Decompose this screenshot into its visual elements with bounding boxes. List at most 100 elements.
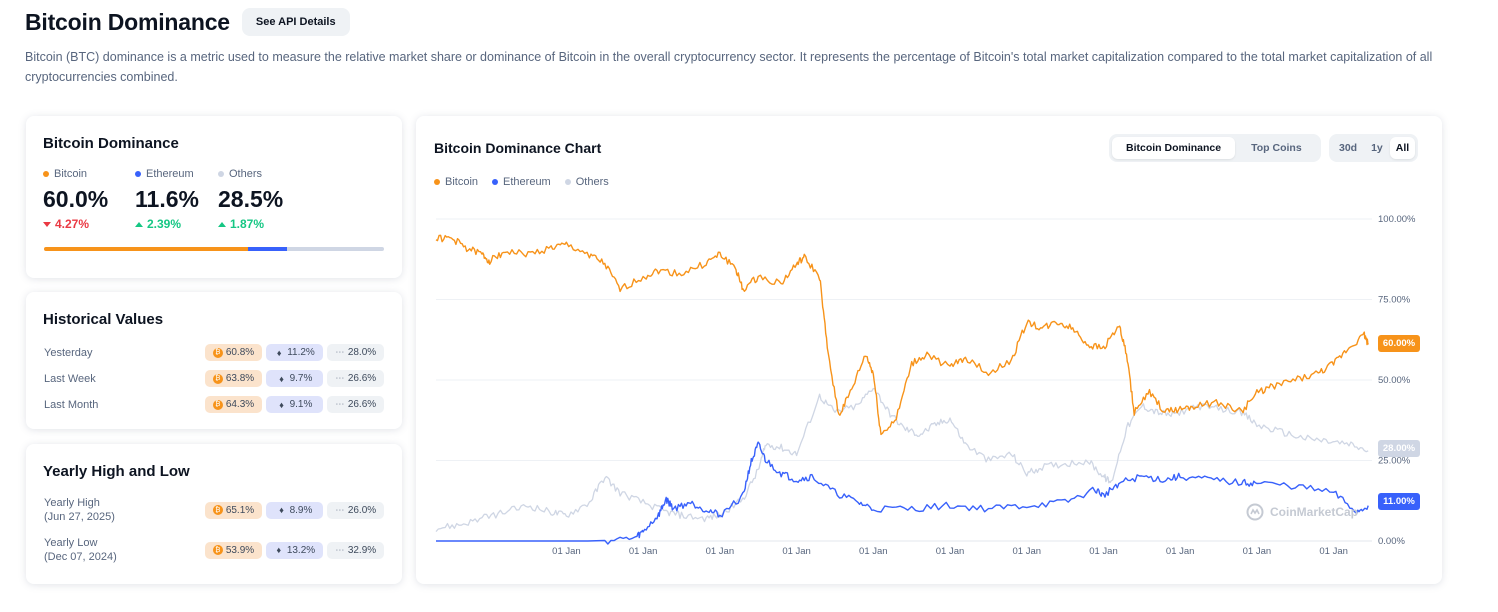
- yearly-high-low-card: Yearly High and Low Yearly High (Jun 27,…: [26, 444, 402, 584]
- share-segment-others: [287, 247, 384, 251]
- legend-bitcoin[interactable]: Bitcoin: [434, 176, 478, 188]
- summary-name: Others: [229, 168, 263, 180]
- range-all[interactable]: All: [1389, 137, 1416, 159]
- btc-value: 53.9%: [225, 544, 255, 556]
- dominance-summary-card: Bitcoin Dominance Bitcoin 60.0% 4.27% Et…: [26, 116, 402, 278]
- chart-title: Bitcoin Dominance Chart: [434, 140, 602, 156]
- see-api-details-button[interactable]: See API Details: [241, 8, 350, 36]
- others-pill: ⋯ 26.6%: [327, 396, 384, 413]
- row-date: (Jun 27, 2025): [44, 511, 115, 523]
- summary-value: 11.6%: [135, 186, 199, 212]
- row-label: Yearly High: [44, 497, 100, 509]
- others-dot-icon: [564, 179, 571, 185]
- row-date: (Dec 07, 2024): [44, 551, 117, 563]
- yearly-row: Yearly High (Jun 27, 2025) ₿ 65.1% ♦ 8.9% …: [44, 496, 384, 524]
- chart-legend: Bitcoin Ethereum Others: [434, 176, 609, 188]
- summary-title: Bitcoin Dominance: [43, 135, 179, 152]
- eth-pill: ♦ 9.7%: [266, 370, 323, 387]
- current-value-tag-ethereum: 11.00%: [1378, 492, 1420, 510]
- watermark-text: CoinMarketCap: [1270, 505, 1359, 519]
- eth-pill: ♦ 9.1%: [266, 396, 323, 413]
- others-value: 26.6%: [347, 399, 377, 410]
- eth-value: 8.9%: [289, 504, 313, 516]
- others-pill: ⋯ 28.0%: [327, 344, 384, 361]
- row-label: Yesterday: [44, 346, 93, 359]
- eth-value: 13.2%: [286, 544, 316, 556]
- legend-label: Ethereum: [503, 176, 551, 188]
- more-icon: ⋯: [335, 399, 345, 409]
- historical-row: Last Month ₿ 64.3% ♦ 9.1% ⋯ 26.6%: [44, 396, 384, 413]
- more-icon: ⋯: [335, 504, 345, 515]
- page-description: Bitcoin (BTC) dominance is a metric used…: [25, 50, 1433, 84]
- tab-top-coins[interactable]: Top Coins: [1235, 137, 1318, 159]
- current-value-tag-bitcoin: 60.00%: [1378, 334, 1420, 352]
- eth-pill: ♦ 11.2%: [266, 344, 323, 361]
- bitcoin-icon: ₿: [212, 505, 223, 515]
- ethereum-icon: ♦: [276, 347, 282, 358]
- legend-label: Bitcoin: [445, 176, 479, 188]
- eth-value: 9.1%: [289, 399, 313, 410]
- btc-pill: ₿ 63.8%: [205, 370, 262, 387]
- share-segment-bitcoin: [44, 247, 248, 251]
- summary-change: 2.39%: [147, 217, 182, 231]
- others-pill: ⋯ 26.6%: [327, 370, 384, 387]
- bitcoin-dot-icon: [43, 171, 49, 177]
- historical-values-card: Historical Values Yesterday ₿ 60.8% ♦ 11.2…: [26, 292, 402, 429]
- yearly-title: Yearly High and Low: [43, 463, 190, 480]
- others-value: 26.6%: [347, 373, 377, 384]
- eth-value: 9.7%: [289, 373, 313, 384]
- more-icon: ⋯: [335, 544, 345, 555]
- bitcoin-icon: ₿: [212, 347, 223, 358]
- row-label: Last Month: [44, 398, 99, 411]
- coinmarketcap-logo-icon: [1246, 503, 1264, 521]
- more-icon: ⋯: [335, 373, 345, 383]
- chart-range-tabs: 30d 1y All: [1329, 134, 1419, 162]
- range-30d[interactable]: 30d: [1332, 137, 1364, 159]
- others-value: 32.9%: [347, 544, 377, 556]
- btc-pill: ₿ 65.1%: [205, 501, 262, 519]
- btc-value: 64.3%: [225, 399, 255, 410]
- btc-pill: ₿ 64.3%: [205, 396, 262, 413]
- summary-item-ethereum: Ethereum 11.6% 2.39%: [135, 168, 218, 231]
- more-icon: ⋯: [335, 347, 345, 357]
- ethereum-icon: ♦: [279, 399, 284, 410]
- legend-others[interactable]: Others: [564, 176, 609, 188]
- summary-name: Bitcoin: [54, 168, 88, 180]
- summary-change: 4.27%: [55, 217, 90, 231]
- eth-pill: ♦ 8.9%: [266, 501, 323, 519]
- bitcoin-icon: ₿: [212, 399, 223, 410]
- summary-item-others: Others 28.5% 1.87%: [218, 168, 308, 231]
- summary-item-bitcoin: Bitcoin 60.0% 4.27%: [43, 168, 135, 231]
- bitcoin-icon: ₿: [212, 373, 223, 384]
- summary-name: Ethereum: [146, 168, 194, 180]
- ethereum-dot-icon: [135, 171, 141, 177]
- coinmarketcap-watermark: CoinMarketCap: [1246, 503, 1358, 521]
- bitcoin-icon: ₿: [212, 545, 223, 555]
- historical-title: Historical Values: [43, 311, 164, 328]
- dominance-share-bar: [44, 247, 384, 251]
- btc-value: 60.8%: [225, 347, 255, 358]
- bitcoin-dot-icon: [434, 179, 440, 185]
- range-1y[interactable]: 1y: [1364, 137, 1390, 159]
- historical-row: Yesterday ₿ 60.8% ♦ 11.2% ⋯ 28.0%: [44, 344, 384, 361]
- page-header: Bitcoin Dominance See API Details: [25, 8, 350, 36]
- caret-up-icon: [135, 221, 143, 227]
- historical-row: Last Week ₿ 63.8% ♦ 9.7% ⋯ 26.6%: [44, 370, 384, 387]
- current-value-tag-others: 28.00%: [1378, 439, 1420, 457]
- share-segment-ethereum: [248, 247, 288, 251]
- btc-pill: ₿ 53.9%: [205, 541, 262, 559]
- others-dot-icon: [218, 171, 224, 177]
- legend-label: Others: [575, 176, 609, 188]
- chart-view-tabs: Bitcoin Dominance Top Coins: [1109, 134, 1321, 162]
- tab-bitcoin-dominance[interactable]: Bitcoin Dominance: [1112, 137, 1236, 159]
- summary-change: 1.87%: [230, 217, 265, 231]
- summary-value: 28.5%: [218, 186, 284, 212]
- row-label: Last Week: [44, 372, 96, 385]
- ethereum-icon: ♦: [279, 373, 284, 384]
- ethereum-icon: ♦: [279, 505, 284, 515]
- legend-ethereum[interactable]: Ethereum: [492, 176, 551, 188]
- eth-pill: ♦ 13.2%: [266, 541, 323, 559]
- caret-down-icon: [43, 221, 51, 227]
- row-label: Yearly Low: [44, 537, 98, 549]
- page-title: Bitcoin Dominance: [25, 8, 230, 35]
